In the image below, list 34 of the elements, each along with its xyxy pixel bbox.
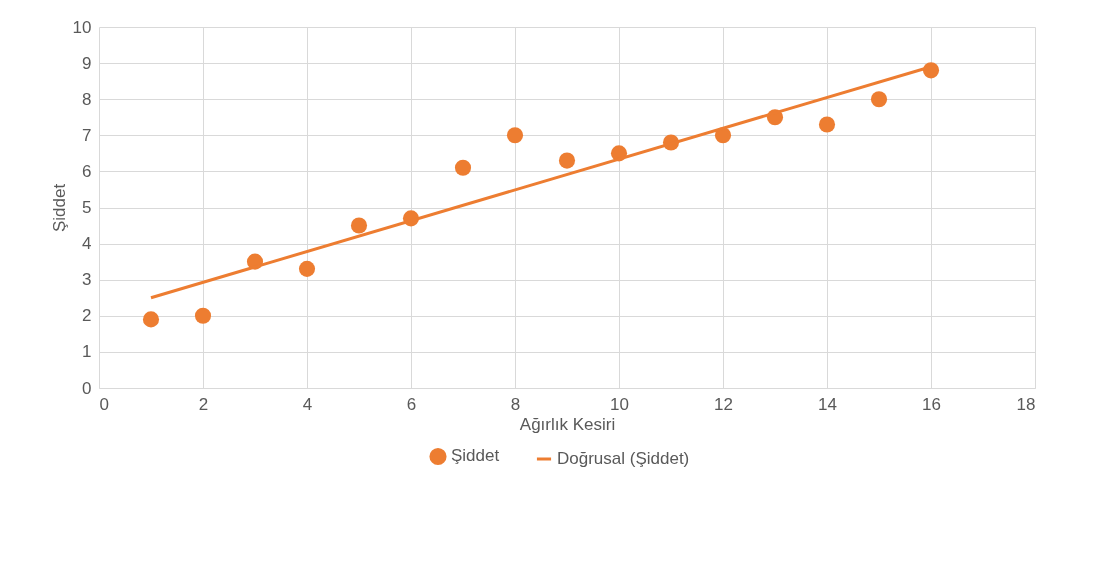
y-axis-title: Şiddet xyxy=(49,183,69,233)
point xyxy=(142,311,160,328)
point xyxy=(350,217,368,234)
x-tick-label: 12 xyxy=(714,394,733,414)
x-tick-label: 4 xyxy=(302,394,313,414)
x-tick-label: 18 xyxy=(1016,394,1036,414)
x-tick-label: 2 xyxy=(198,394,209,414)
y-tick-label: 1 xyxy=(82,342,92,362)
y-tick-label: 6 xyxy=(82,161,92,181)
x-tick-label: 10 xyxy=(610,394,629,414)
x-tick-label: 16 xyxy=(922,394,941,414)
point xyxy=(870,91,888,108)
y-tick-label: 9 xyxy=(82,53,92,73)
y-tick-label: 5 xyxy=(82,198,92,217)
y-tick-label: 0 xyxy=(82,378,92,398)
x-axis-title: Ağırlık Kesiri xyxy=(519,414,616,434)
y-tick-label: 10 xyxy=(72,17,92,37)
point xyxy=(298,260,316,277)
y-tick-label: 2 xyxy=(82,306,92,326)
point xyxy=(818,116,836,133)
x-tick-label: 6 xyxy=(406,394,417,414)
point xyxy=(558,152,576,169)
x-tick-label: 8 xyxy=(510,394,521,414)
y-tick-label: 7 xyxy=(82,125,92,145)
y-tick-label: 4 xyxy=(82,234,92,254)
point xyxy=(454,159,472,176)
x-tick-label: 14 xyxy=(818,394,837,414)
legend-label: Şiddet xyxy=(451,446,500,466)
y-tick-label: 8 xyxy=(82,89,92,109)
y-tick-label: 3 xyxy=(82,270,92,290)
x-tick-label: 0 xyxy=(99,394,109,414)
point xyxy=(506,127,524,144)
legend-label: Doğrusal (Şiddet) xyxy=(557,449,690,468)
point xyxy=(194,307,212,324)
